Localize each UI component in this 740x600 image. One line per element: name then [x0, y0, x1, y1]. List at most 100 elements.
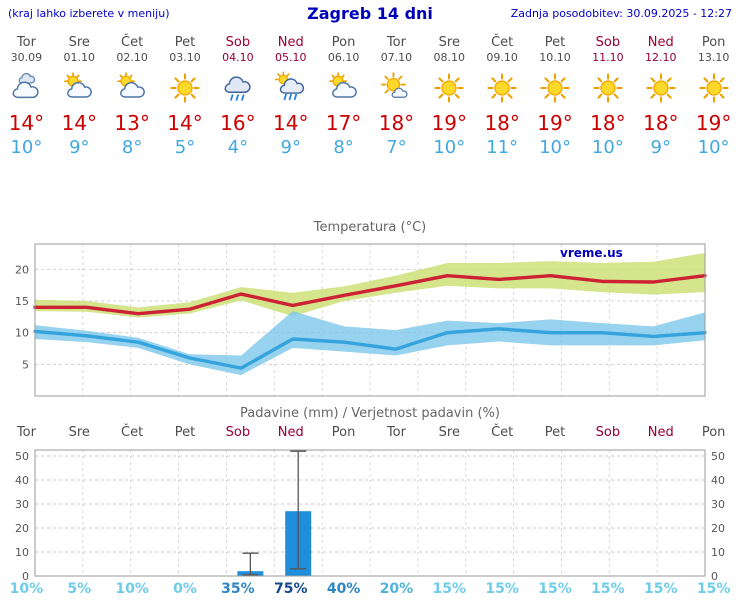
precip-day-label: Sob [595, 425, 621, 440]
day-max-temp: 19° [537, 111, 573, 135]
day-min-temp: 9° [69, 137, 90, 158]
day-name: Pon [331, 35, 356, 50]
day-max-temp: 13° [114, 111, 150, 135]
weather-sunny-icon [168, 71, 202, 105]
day-min-temp: 8° [121, 137, 143, 158]
precipitation-chart: 0 0 10 10 20 20 30 30 40 40 50 50 [15, 449, 725, 582]
day-date: 12.10 [644, 51, 677, 64]
day-name: Pon [701, 35, 726, 50]
day-max-temp: 19° [695, 111, 732, 135]
day-min-temp: 7° [386, 137, 407, 158]
precip-day-label: Sre [68, 425, 90, 440]
day-name: Pet [174, 35, 196, 50]
svg-text:15: 15 [15, 295, 29, 308]
svg-text:5: 5 [22, 358, 29, 371]
day-min-temp: 10° [539, 137, 571, 158]
day-max-temp: 18° [484, 111, 520, 135]
forecast-row: Tor 30.09 14° 10° Sre 01.10 14° 9° Čet 02.10 13° 8°… [0, 30, 740, 172]
day-name: Sre [438, 35, 460, 50]
day-name: Sre [68, 35, 90, 50]
day-date: 03.10 [169, 51, 201, 64]
precip-day-label: Pet [544, 425, 566, 440]
last-update-label: Zadnja posodobitev: 30.09.2025 - 12:27 [510, 7, 732, 20]
forecast-day-column: Sre 01.10 14° 9° [53, 30, 106, 172]
day-date: 10.10 [539, 51, 571, 64]
precip-day-label: Čet [121, 425, 144, 440]
svg-text:10: 10 [15, 327, 29, 340]
precip-probability: 40% [326, 581, 361, 597]
day-name: Čet [121, 35, 144, 50]
location-menu-note: (kraj lahko izberete v meniju) [8, 7, 170, 20]
precip-day-label: Sob [225, 425, 251, 440]
precip-probability: 20% [379, 581, 414, 597]
forecast-day-column: Ned 05.10 14° 9° [264, 30, 317, 172]
day-date: 07.10 [380, 51, 413, 64]
day-max-temp: 16° [220, 111, 256, 135]
forecast-day-column: Tor 07.10 18° 7° [370, 30, 423, 172]
day-min-temp: 10° [10, 137, 43, 158]
weather-sunny-icon [697, 71, 731, 105]
precip-probability: 10% [9, 581, 44, 597]
day-max-temp: 14° [8, 111, 45, 135]
day-min-temp: 8° [333, 137, 354, 158]
precip-probability: 15% [538, 581, 572, 597]
weather-partly-cloudy-icon [62, 71, 96, 105]
weather-sunny-icon [644, 71, 678, 105]
forecast-day-column: Pon 06.10 17° 8° [317, 30, 370, 172]
svg-text:20: 20 [15, 522, 29, 535]
day-date: 09.10 [486, 51, 518, 64]
day-max-temp: 17° [325, 111, 362, 135]
precip-day-label: Pon [331, 425, 356, 440]
day-min-temp: 9° [650, 137, 671, 158]
svg-text:50: 50 [15, 450, 29, 463]
day-name: Sob [225, 35, 251, 50]
precip-probability: 0% [173, 581, 197, 597]
day-name: Tor [386, 35, 406, 50]
precip-probability: 10% [115, 581, 149, 597]
svg-text:0: 0 [22, 570, 29, 582]
svg-text:10: 10 [15, 546, 29, 559]
day-name: Čet [491, 35, 514, 50]
day-date: 06.10 [327, 51, 360, 64]
day-min-temp: 5° [174, 137, 196, 158]
forecast-day-column: Tor 30.09 14° 10° [0, 30, 53, 172]
day-max-temp: 19° [431, 111, 468, 135]
day-min-temp: 11° [486, 137, 519, 158]
temperature-chart: 5 10 15 20 vreme.us [15, 243, 707, 397]
weather-partly-cloudy-icon [115, 71, 149, 105]
day-date: 04.10 [222, 51, 254, 64]
day-max-temp: 14° [61, 111, 98, 135]
precip-day-label: Pon [701, 425, 726, 440]
precip-day-label: Tor [386, 425, 406, 440]
precip-day-labels-row: Tor Sre Čet Pet Sob Ned Pon Tor Sre Čet Pet Sob Ned P… [0, 425, 740, 441]
day-min-temp: 9° [280, 137, 301, 158]
day-date: 05.10 [274, 51, 307, 64]
precip-probability: 35% [221, 581, 255, 597]
forecast-day-column: Sob 11.10 18° 10° [581, 30, 634, 172]
day-min-temp: 4° [227, 137, 249, 158]
svg-text:30: 30 [711, 498, 725, 511]
day-name: Sob [595, 35, 621, 50]
svg-text:10: 10 [711, 546, 725, 559]
watermark: vreme.us [560, 246, 623, 260]
day-date: 13.10 [697, 51, 730, 64]
day-min-temp: 10° [433, 137, 466, 158]
day-max-temp: 18° [378, 111, 415, 135]
precip-probability: 15% [643, 581, 678, 597]
day-date: 01.10 [63, 51, 96, 64]
precip-probability: 15% [591, 581, 625, 597]
precip-day-label: Pet [174, 425, 196, 440]
precip-day-label: Tor [16, 425, 36, 440]
weather-mostly-sunny-icon [379, 71, 413, 105]
forecast-day-column: Pon 13.10 19° 10° [687, 30, 740, 172]
weather-partly-cloudy-icon [327, 71, 361, 105]
day-name: Pet [544, 35, 566, 50]
weather-cloudy-icon [9, 71, 43, 105]
temperature-chart-title: Temperatura (°C) [313, 220, 427, 235]
day-date: 11.10 [592, 51, 624, 64]
day-date: 02.10 [116, 51, 148, 64]
day-name: Ned [277, 35, 304, 50]
day-date: 30.09 [10, 51, 43, 64]
day-date: 08.10 [433, 51, 466, 64]
precip-probability: 75% [273, 581, 308, 597]
